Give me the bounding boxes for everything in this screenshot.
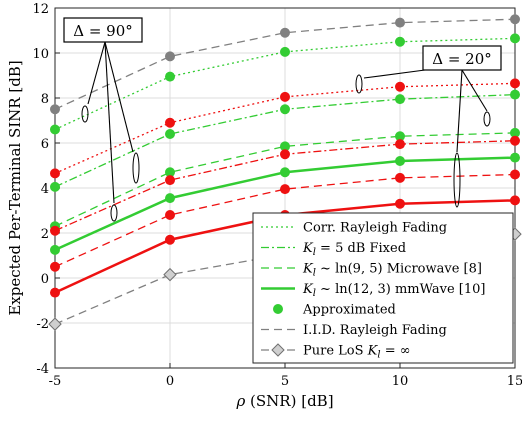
delta-20-ellipse — [356, 75, 362, 93]
x-tick-label: 5 — [281, 374, 289, 389]
iid-point — [510, 14, 520, 24]
x-tick-label: 10 — [392, 374, 409, 389]
approx-point — [510, 195, 520, 205]
approx-point — [280, 167, 290, 177]
approx-point — [280, 149, 290, 159]
delta-20-label: Δ = 20° — [432, 50, 492, 68]
y-tick-label: 8 — [41, 92, 49, 107]
legend-label-mm: Kl ~ ln(12, 3) mmWave [10] — [302, 282, 485, 299]
legend-label-iid: I.I.D. Rayleigh Fading — [303, 323, 447, 338]
y-tick-label: -4 — [36, 362, 49, 377]
delta-90-arrow — [105, 42, 114, 203]
approx-point — [280, 104, 290, 114]
legend-label-corr: Corr. Rayleigh Fading — [303, 221, 447, 236]
legend-label-los: Pure LoS Kl = ∞ — [303, 344, 411, 361]
approx-point — [395, 173, 405, 183]
approx-point — [165, 175, 175, 185]
approx-point — [510, 170, 520, 180]
approx-point — [395, 37, 405, 47]
y-axis-label: Expected Per-Terminal SINR [dB] — [6, 60, 24, 315]
delta-90-arrow — [105, 42, 133, 152]
y-tick-label: 2 — [41, 227, 49, 242]
y-tick-label: 12 — [32, 2, 49, 17]
los-point — [164, 269, 176, 281]
los-point — [49, 318, 61, 330]
approx-point — [165, 129, 175, 139]
delta-20-ellipse — [484, 112, 490, 126]
delta-90-arrow — [88, 42, 105, 104]
approx-point — [395, 156, 405, 166]
y-tick-label: 6 — [41, 137, 49, 152]
legend-label-micro: Kl ~ ln(9, 5) Microwave [8] — [302, 262, 482, 279]
approx-point — [50, 125, 60, 135]
delta-20-arrow — [364, 70, 425, 78]
approx-point — [395, 94, 405, 104]
delta-90-ellipse — [133, 153, 139, 183]
approx-point — [50, 226, 60, 236]
delta-90-ellipse — [111, 205, 117, 221]
approx-point — [50, 182, 60, 192]
approx-point — [50, 288, 60, 298]
approx-point — [50, 262, 60, 272]
delta-20-ellipse — [454, 153, 460, 207]
approx-point — [280, 184, 290, 194]
y-tick-label: 0 — [41, 272, 49, 287]
delta-90-ellipse — [82, 106, 88, 122]
approx-point — [395, 139, 405, 149]
legend-label-kfix: Kl = 5 dB Fixed — [302, 241, 406, 258]
approx-point — [165, 72, 175, 82]
approx-point — [50, 168, 60, 178]
approx-point — [395, 82, 405, 92]
approx-point — [165, 193, 175, 203]
y-tick-label: 10 — [32, 47, 49, 62]
legend-label-approx: Approximated — [302, 303, 396, 318]
delta-20-arrow — [457, 70, 462, 152]
iid-point — [50, 104, 60, 114]
delta-20-arrow — [462, 70, 487, 111]
x-axis-label: ρ (SNR) [dB] — [235, 392, 333, 410]
x-tick-label: 15 — [507, 374, 522, 389]
approx-point — [510, 90, 520, 100]
approx-point — [280, 47, 290, 57]
delta-90-label: Δ = 90° — [73, 22, 133, 40]
approx-point — [50, 245, 60, 255]
approx-point — [280, 92, 290, 102]
iid-point — [165, 51, 175, 61]
approx-point — [510, 153, 520, 163]
legend-swatch-approx — [273, 304, 283, 314]
x-tick-label: 0 — [166, 374, 174, 389]
approx-point — [510, 33, 520, 43]
approx-point — [165, 118, 175, 128]
approx-point — [510, 136, 520, 146]
x-tick-label: -5 — [49, 374, 62, 389]
approx-point — [165, 235, 175, 245]
legend: Corr. Rayleigh Fading Kl = 5 dB Fixed Kl ~… — [253, 213, 513, 363]
approx-point — [165, 210, 175, 220]
approx-point — [510, 78, 520, 88]
y-tick-label: -2 — [36, 317, 49, 332]
iid-point — [280, 28, 290, 38]
approx-point — [395, 199, 405, 209]
iid-point — [395, 18, 405, 28]
y-tick-label: 4 — [41, 182, 49, 197]
